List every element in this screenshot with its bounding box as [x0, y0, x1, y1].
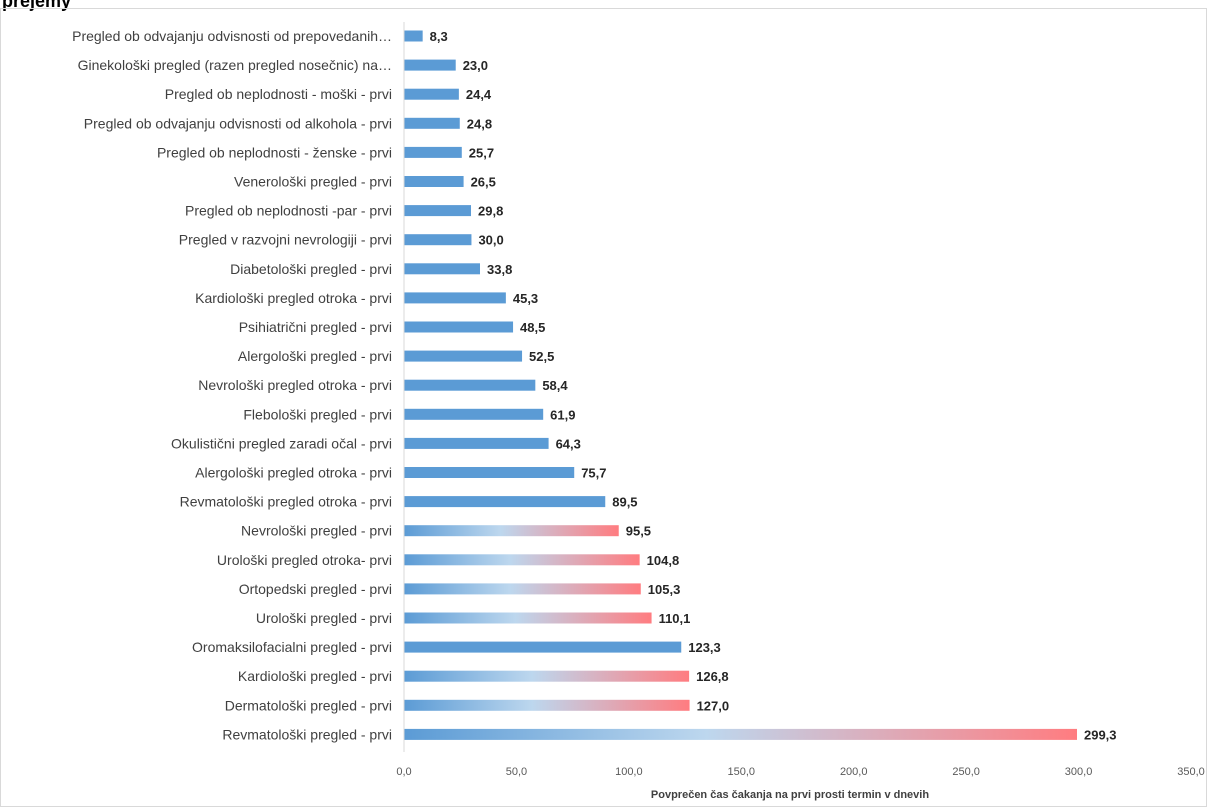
- category-label: Oromaksilofacialni pregled - prvi: [192, 639, 392, 655]
- bar-value-label: 48,5: [520, 320, 545, 335]
- bar-value-label: 104,8: [647, 553, 680, 568]
- bar-value-label: 58,4: [542, 378, 568, 393]
- category-label: Psihiatrični pregled - prvi: [239, 319, 392, 335]
- category-label: Alergološki pregled - prvi: [238, 348, 392, 364]
- bar-value-label: 24,8: [467, 116, 492, 131]
- bar: [404, 583, 641, 595]
- bar-value-label: 45,3: [513, 291, 538, 306]
- axes: 0,0 50,0 100,0 150,0 200,0 250,0 300,0 350,0: [396, 22, 1205, 778]
- category-label: Dermatološki pregled - prvi: [225, 697, 392, 713]
- bar-value-label: 299,3: [1084, 727, 1117, 742]
- category-label: Diabetološki pregled - prvi: [230, 261, 392, 277]
- bar: [404, 467, 575, 478]
- bar: [404, 670, 690, 682]
- x-tick-label: 300,0: [1065, 766, 1093, 778]
- bar-value-label: 33,8: [487, 262, 512, 277]
- bar: [404, 350, 523, 362]
- bar: [404, 554, 640, 566]
- bar-value-label: 29,8: [478, 204, 503, 219]
- bar: [404, 263, 481, 275]
- bar-value-label: 75,7: [581, 466, 606, 481]
- category-label: Venerološki pregled - prvi: [234, 174, 392, 190]
- bar: [404, 496, 606, 508]
- bar: [404, 234, 472, 246]
- category-label: Nevrološki pregled otroka - prvi: [198, 377, 392, 393]
- bar: [404, 146, 462, 158]
- clipped-title-text: prejemy: [2, 0, 72, 11]
- bar: [404, 612, 652, 624]
- category-label: Pregled ob neplodnosti - moški - prvi: [165, 86, 392, 102]
- category-label: Pregled v razvojni nevrologiji - prvi: [179, 232, 392, 248]
- bar: [404, 205, 472, 217]
- category-label: Kardiološki pregled - prvi: [238, 668, 392, 684]
- bar-value-label: 64,3: [556, 436, 581, 451]
- bar-value-label: 126,8: [696, 669, 729, 684]
- category-label: Kardiološki pregled otroka - prvi: [195, 290, 392, 306]
- bar-value-label: 52,5: [529, 349, 554, 364]
- bar: [404, 525, 619, 537]
- value-labels: 8,3 23,0 24,4 24,8 25,7 26,5 29,8 30,0 33,845,3 4…: [430, 29, 1117, 742]
- bar-value-label: 30,0: [478, 233, 503, 248]
- bars: [404, 30, 1077, 740]
- category-label: Okulistični pregled zaradi očal - prvi: [171, 435, 392, 451]
- x-tick-label: 250,0: [952, 766, 980, 778]
- category-label: Urološki pregled otroka- prvi: [217, 552, 392, 568]
- category-labels: Pregled ob odvajanju odvisnosti od prepo…: [72, 28, 392, 742]
- bar: [404, 59, 456, 71]
- category-label: Revmatološki pregled otroka - prvi: [180, 494, 392, 510]
- category-label: Alergološki pregled otroka - prvi: [195, 465, 392, 481]
- x-tick-label: 350,0: [1177, 766, 1205, 778]
- bar: [404, 321, 514, 333]
- category-label: Flebološki pregled - prvi: [243, 406, 392, 422]
- bar: [404, 292, 506, 304]
- bar-value-label: 8,3: [430, 29, 448, 44]
- bar-value-label: 110,1: [659, 611, 691, 626]
- bar-value-label: 26,5: [471, 175, 496, 190]
- bar: [404, 728, 1077, 740]
- x-tick-label: 50,0: [506, 766, 527, 778]
- chart-border: [0, 8, 1207, 807]
- category-label: Revmatološki pregled - prvi: [222, 726, 392, 742]
- bar-value-label: 89,5: [612, 495, 637, 510]
- category-label: Pregled ob odvajanju odvisnosti od prepo…: [72, 28, 392, 44]
- category-label: Ginekološki pregled (razen pregled noseč…: [78, 57, 392, 73]
- category-label: Pregled ob odvajanju odvisnosti od alkoh…: [84, 115, 392, 131]
- bar-value-label: 23,0: [463, 58, 488, 73]
- bar-value-label: 105,3: [648, 582, 681, 597]
- category-label: Nevrološki pregled - prvi: [241, 523, 392, 539]
- category-label: Ortopedski pregled - prvi: [239, 581, 392, 597]
- bar-value-label: 123,3: [688, 640, 721, 655]
- bar: [404, 408, 544, 420]
- x-tick-label: 0,0: [396, 766, 411, 778]
- x-tick-label: 100,0: [615, 766, 643, 778]
- category-label: Pregled ob neplodnosti -par - prvi: [185, 203, 392, 219]
- bar: [404, 117, 460, 129]
- bar-value-label: 61,9: [550, 407, 575, 422]
- bar-value-label: 95,5: [626, 524, 651, 539]
- category-label: Urološki pregled - prvi: [256, 610, 392, 626]
- x-axis-title: Povprečen čas čakanja na prvi prosti ter…: [651, 789, 929, 801]
- bar: [404, 30, 423, 42]
- bar: [404, 379, 536, 391]
- bar-value-label: 24,4: [466, 87, 492, 102]
- x-tick-label: 200,0: [840, 766, 868, 778]
- bar-value-label: 25,7: [469, 145, 494, 160]
- bar-value-label: 127,0: [697, 698, 730, 713]
- bar: [404, 641, 682, 653]
- x-tick-label: 150,0: [728, 766, 756, 778]
- category-label: Pregled ob neplodnosti - ženske - prvi: [157, 144, 392, 160]
- bar: [404, 88, 459, 100]
- bar: [404, 437, 549, 449]
- bar: [404, 699, 690, 711]
- bar: [404, 176, 464, 187]
